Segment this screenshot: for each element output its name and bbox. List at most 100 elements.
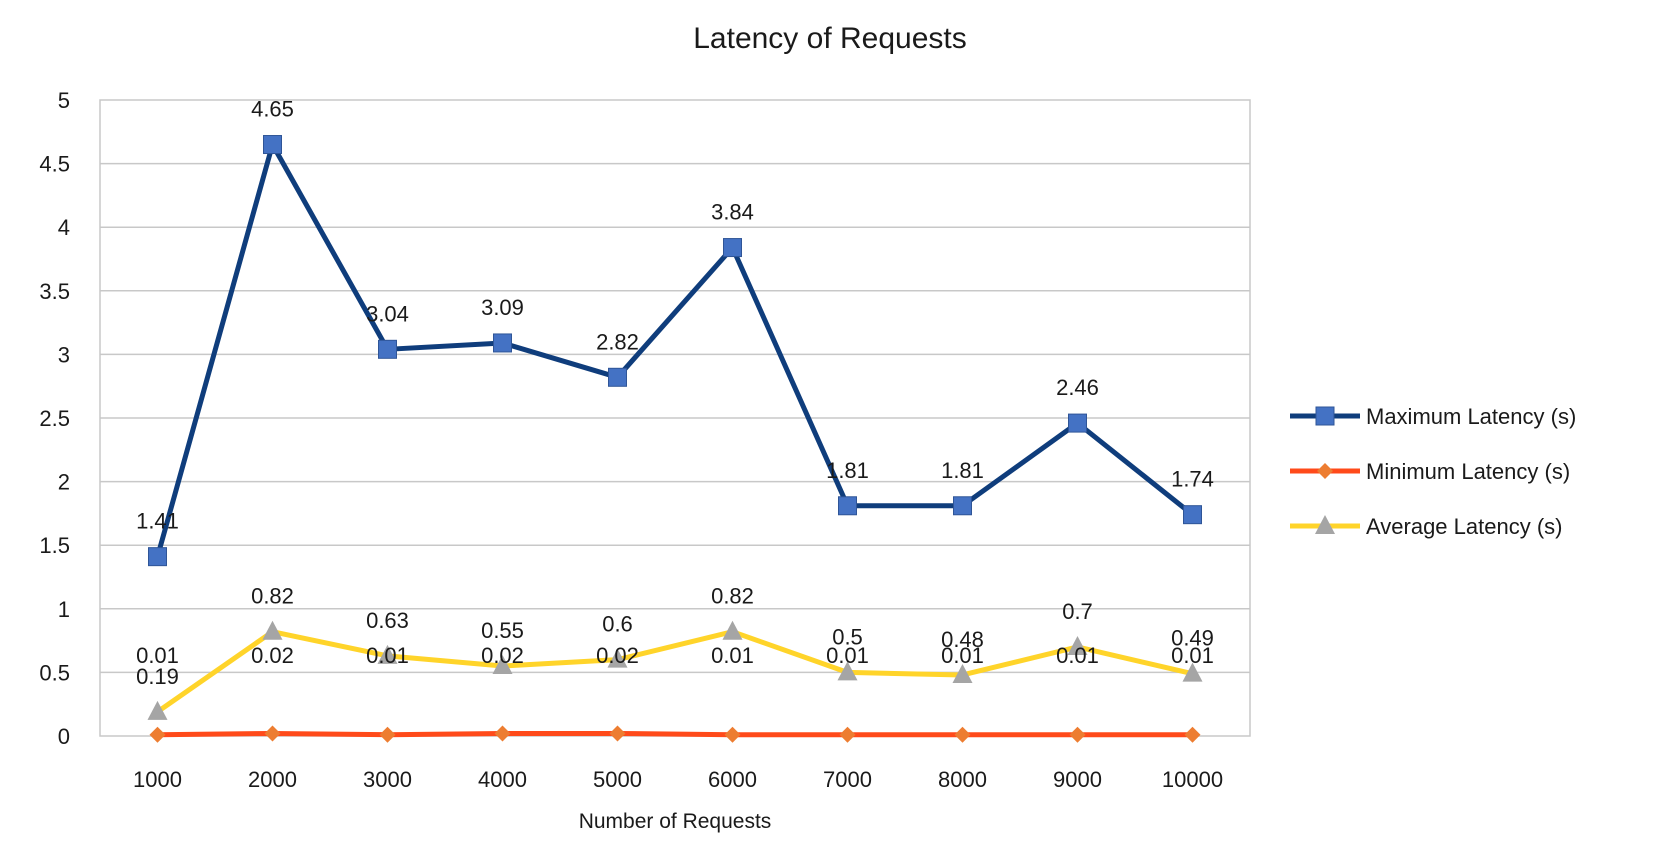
avg-latency-data-label: 0.19 bbox=[136, 664, 179, 689]
max-latency-data-label: 1.81 bbox=[941, 458, 984, 483]
avg-latency-point bbox=[837, 661, 858, 681]
avg-latency-point bbox=[607, 648, 628, 668]
series-max-latency bbox=[148, 135, 1202, 567]
legend-swatch-marker bbox=[1315, 406, 1335, 426]
legend-label: Minimum Latency (s) bbox=[1366, 459, 1570, 484]
min-latency-data-label: 0.01 bbox=[711, 643, 754, 668]
legend-swatch-marker bbox=[1317, 463, 1333, 479]
legend-item-min-latency: Minimum Latency (s) bbox=[1290, 459, 1570, 484]
max-latency-point bbox=[608, 367, 627, 387]
min-latency-point bbox=[1184, 726, 1201, 743]
max-latency-point bbox=[1183, 505, 1202, 525]
avg-latency-point bbox=[1067, 635, 1088, 655]
max-latency-data-label: 1.81 bbox=[826, 458, 869, 483]
legend-swatch-marker bbox=[1315, 515, 1335, 534]
x-tick-label: 4000 bbox=[478, 767, 527, 792]
series-min-latency bbox=[149, 725, 1201, 743]
x-axis-title: Number of Requests bbox=[579, 810, 772, 833]
avg-latency-data-label: 0.55 bbox=[481, 618, 524, 643]
x-tick-label: 1000 bbox=[133, 767, 182, 792]
avg-latency-data-labels: 0.19 0.82 0.63 0.55 0.6 0.82 0.5 0.48 0.7 0.49 bbox=[136, 584, 1214, 689]
max-latency-line bbox=[155, 142, 1195, 558]
min-latency-point bbox=[1069, 726, 1086, 743]
y-tick-label: 4.5 bbox=[39, 152, 70, 177]
avg-latency-data-label: 0.82 bbox=[251, 584, 294, 609]
avg-latency-point bbox=[377, 644, 398, 664]
max-latency-data-label: 4.65 bbox=[251, 97, 294, 122]
max-latency-data-label: 1.41 bbox=[136, 509, 179, 534]
x-tick-label: 7000 bbox=[823, 767, 872, 792]
min-latency-data-labels: 0.01 0.02 0.01 0.02 0.02 0.01 0.01 0.01 0.01 0.01 bbox=[136, 643, 1214, 668]
avg-latency-point bbox=[262, 620, 283, 640]
avg-latency-point bbox=[1182, 662, 1203, 682]
min-latency-data-label: 0.02 bbox=[596, 643, 639, 668]
legend-label: Average Latency (s) bbox=[1366, 514, 1562, 539]
min-latency-point bbox=[264, 725, 281, 742]
gridlines bbox=[100, 162, 1250, 674]
min-latency-data-label: 0.01 bbox=[1056, 643, 1099, 668]
max-latency-point bbox=[1068, 413, 1087, 433]
series-avg-latency bbox=[147, 620, 1203, 720]
min-latency-point bbox=[724, 726, 741, 743]
max-latency-data-label: 2.82 bbox=[596, 329, 639, 354]
y-tick-label: 1 bbox=[58, 597, 70, 622]
min-latency-data-label: 0.01 bbox=[826, 643, 869, 668]
avg-latency-data-label: 0.5 bbox=[832, 624, 863, 649]
y-tick-label: 2.5 bbox=[39, 406, 70, 431]
legend: Maximum Latency (s) Minimum Latency (s) Av… bbox=[1290, 404, 1576, 539]
y-tick-label: 4 bbox=[58, 215, 70, 240]
min-latency-point bbox=[954, 726, 971, 743]
min-latency-point bbox=[494, 725, 511, 742]
min-latency-line bbox=[157, 730, 1193, 738]
min-latency-point bbox=[609, 725, 626, 742]
avg-latency-point bbox=[952, 663, 973, 683]
y-tick-label: 0 bbox=[58, 724, 70, 749]
y-tick-label: 0.5 bbox=[39, 660, 70, 685]
max-latency-point bbox=[838, 496, 857, 516]
legend-item-avg-latency: Average Latency (s) bbox=[1290, 514, 1562, 539]
y-tick-label: 5 bbox=[58, 88, 70, 113]
max-latency-point bbox=[723, 238, 742, 258]
min-latency-data-label: 0.01 bbox=[1171, 643, 1214, 668]
max-latency-data-label: 3.09 bbox=[481, 295, 524, 320]
min-latency-data-label: 0.01 bbox=[941, 643, 984, 668]
avg-latency-line bbox=[156, 629, 1194, 714]
min-latency-point bbox=[379, 726, 396, 743]
min-latency-point bbox=[839, 726, 856, 743]
avg-latency-data-label: 0.48 bbox=[941, 627, 984, 652]
min-latency-data-label: 0.01 bbox=[136, 643, 179, 668]
max-latency-data-label: 1.74 bbox=[1171, 467, 1214, 492]
x-tick-label: 6000 bbox=[708, 767, 757, 792]
max-latency-data-labels: 1.41 4.65 3.04 3.09 2.82 3.84 1.81 1.81 2.46 1.74 bbox=[136, 97, 1214, 534]
y-tick-label: 1.5 bbox=[39, 533, 70, 558]
max-latency-data-label: 2.46 bbox=[1056, 375, 1099, 400]
x-tick-label: 5000 bbox=[593, 767, 642, 792]
max-latency-data-label: 3.84 bbox=[711, 200, 754, 225]
y-tick-label: 2 bbox=[58, 470, 70, 495]
avg-latency-data-label: 0.7 bbox=[1062, 599, 1093, 624]
avg-latency-data-label: 0.82 bbox=[711, 584, 754, 609]
x-tick-label: 2000 bbox=[248, 767, 297, 792]
avg-latency-data-label: 0.6 bbox=[602, 612, 633, 637]
y-tick-label: 3 bbox=[58, 342, 70, 367]
min-latency-point bbox=[149, 726, 166, 743]
max-latency-point bbox=[148, 547, 167, 567]
y-tick-label: 3.5 bbox=[39, 279, 70, 304]
legend-item-max-latency: Maximum Latency (s) bbox=[1290, 404, 1576, 429]
x-tick-label: 8000 bbox=[938, 767, 987, 792]
min-latency-data-label: 0.01 bbox=[366, 643, 409, 668]
x-tick-label: 3000 bbox=[363, 767, 412, 792]
avg-latency-point bbox=[492, 655, 513, 675]
min-latency-data-label: 0.02 bbox=[251, 643, 294, 668]
avg-latency-data-label: 0.49 bbox=[1171, 626, 1214, 651]
legend-label: Maximum Latency (s) bbox=[1366, 404, 1576, 429]
avg-latency-data-label: 0.63 bbox=[366, 608, 409, 633]
max-latency-point bbox=[378, 339, 397, 359]
avg-latency-point bbox=[722, 620, 743, 640]
chart-title: Latency of Requests bbox=[693, 22, 967, 55]
max-latency-data-label: 3.04 bbox=[366, 301, 409, 326]
avg-latency-point bbox=[147, 700, 168, 720]
x-tick-label: 9000 bbox=[1053, 767, 1102, 792]
